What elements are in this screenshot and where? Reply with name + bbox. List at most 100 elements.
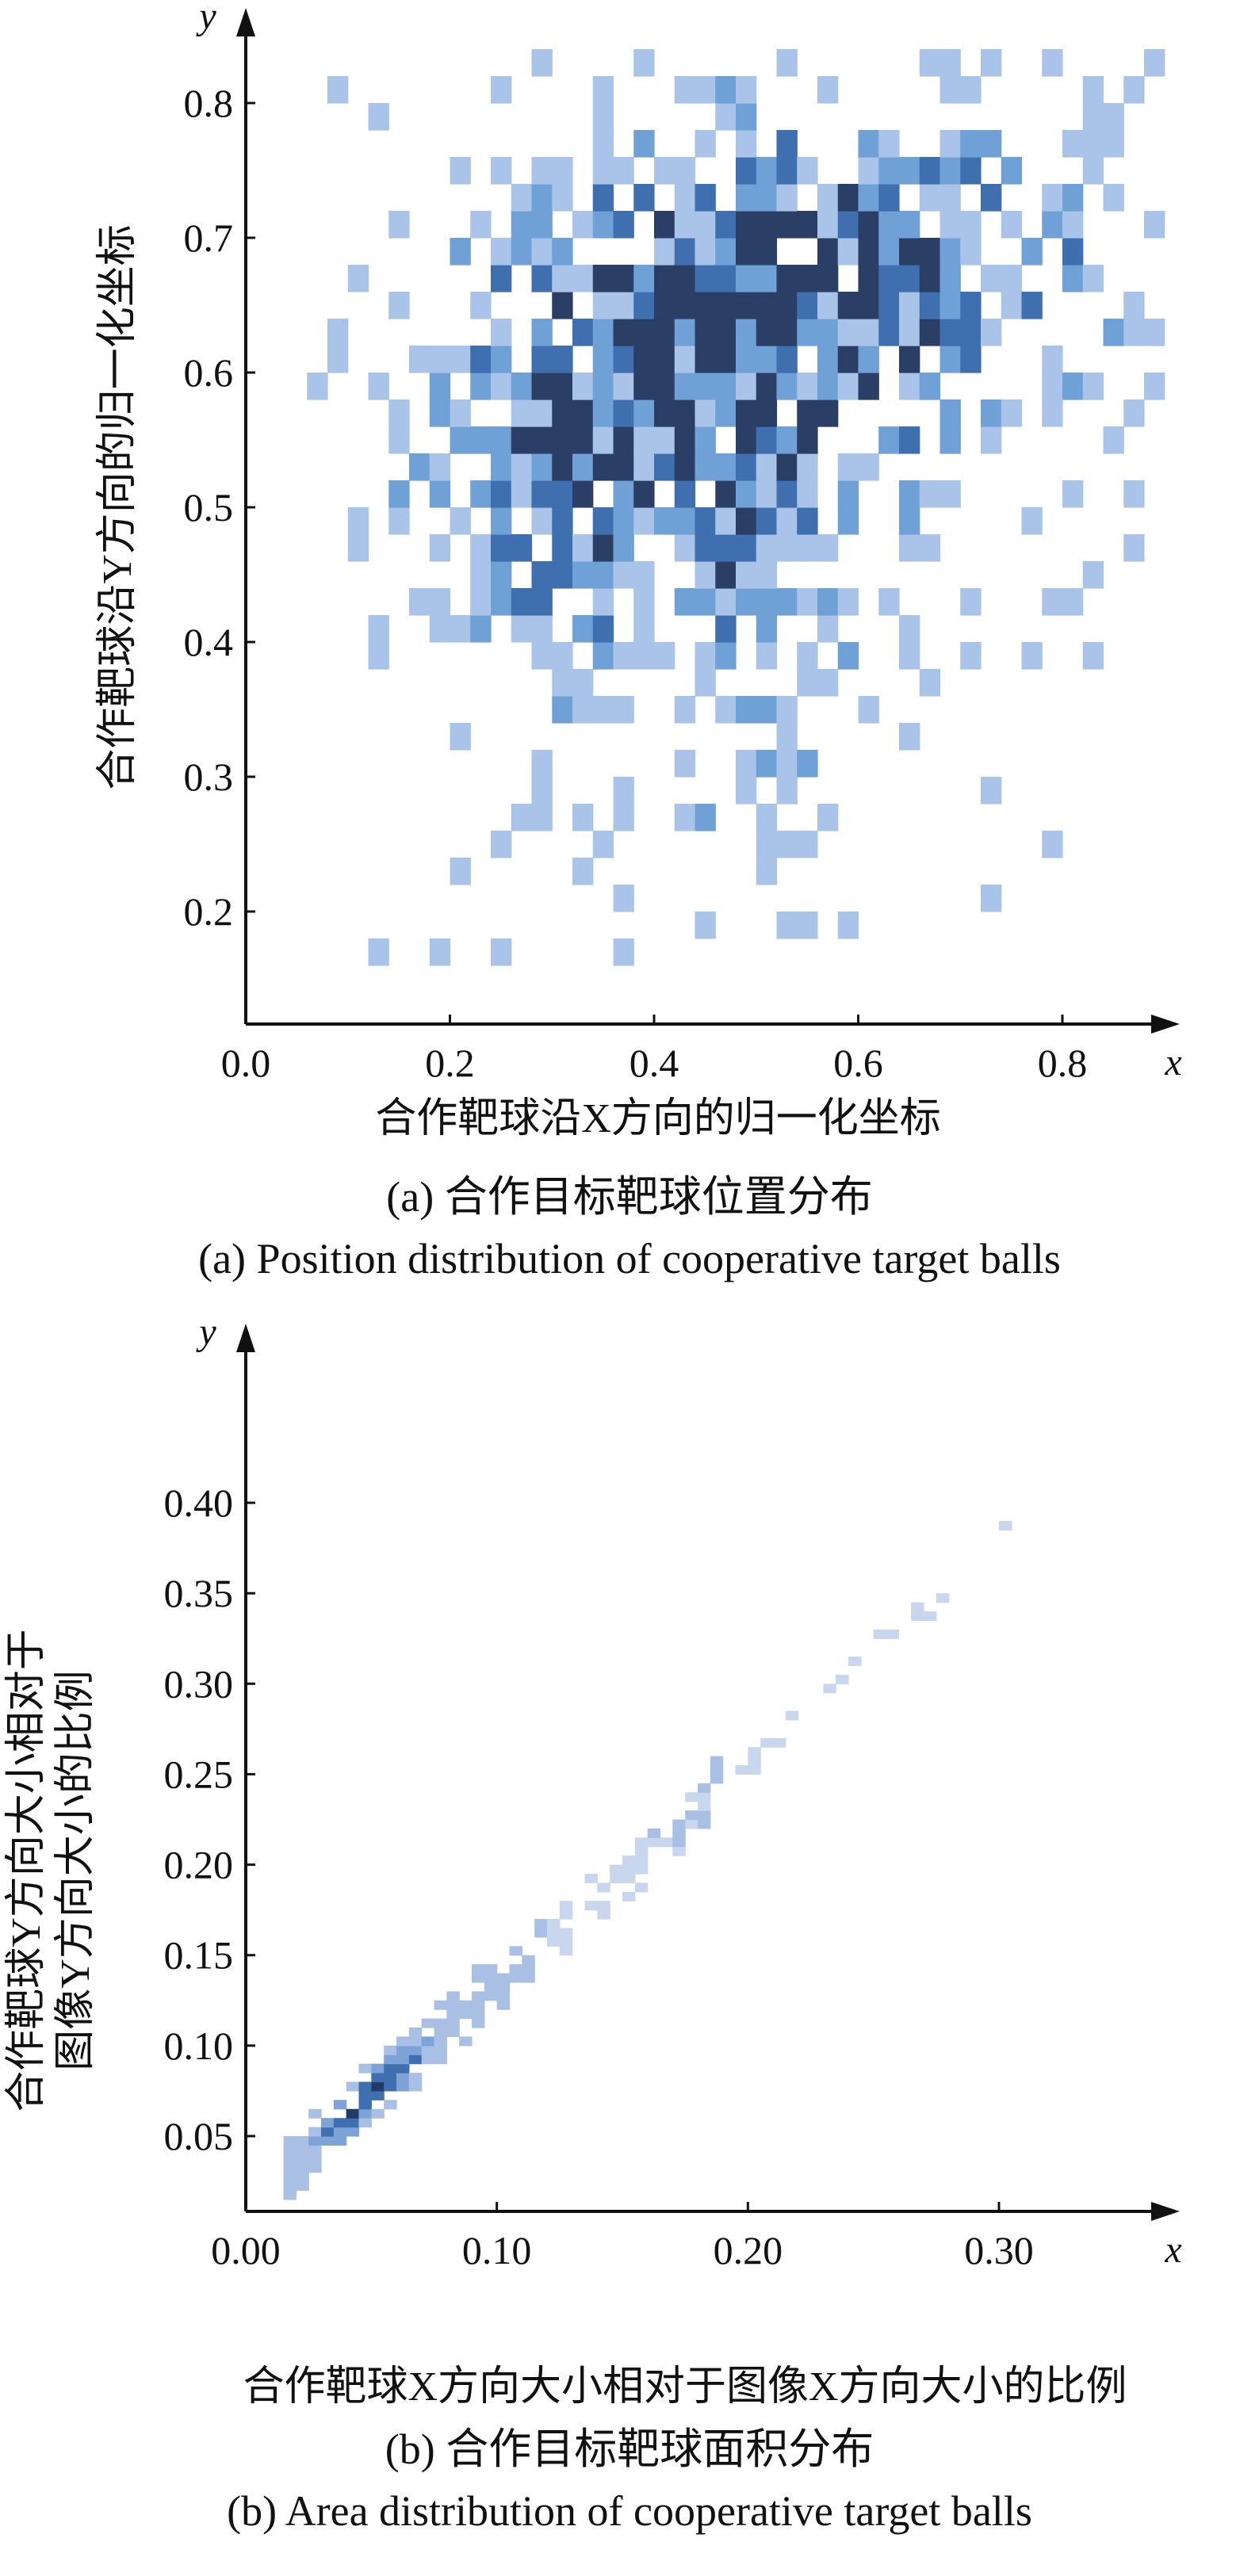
heatmap-cell (715, 561, 737, 589)
heatmap-cell (450, 615, 471, 643)
heatmap-cell (1123, 480, 1145, 508)
heatmap-cell (552, 346, 573, 373)
heatmap-cell (674, 238, 696, 266)
heatmap-cell (899, 211, 920, 239)
heatmap-cell (429, 480, 451, 508)
heatmap-cell (572, 669, 594, 697)
heatmap-cell (283, 2190, 297, 2200)
heatmap-cell (899, 157, 920, 185)
heatmap-cell (695, 912, 716, 939)
heatmap-cell (388, 399, 410, 427)
heatmap-cell (899, 534, 920, 562)
heatmap-cell (633, 49, 655, 77)
heatmap-cell (358, 2100, 372, 2110)
heatmap-cell (491, 346, 512, 373)
heatmap-cell (511, 238, 533, 266)
heatmap-cell (633, 292, 655, 319)
heatmap-cell (776, 130, 798, 158)
heatmap-cell (674, 373, 696, 400)
heatmap-cell (899, 723, 920, 751)
heatmap-cell (674, 157, 696, 185)
heatmap-cell (496, 1991, 511, 2001)
heatmap-cell (695, 373, 716, 400)
heatmap-cell (837, 453, 859, 481)
heatmap-cell (760, 1737, 774, 1748)
heatmap-cell (674, 319, 696, 346)
heatmap-cell (522, 1955, 535, 1965)
heatmap-cell (592, 507, 614, 535)
heatmap-cell (756, 399, 778, 427)
heatmap-a: 0.0 0.2 0.4 0.6 0.8 0.2 0.3 0.4 0.5 0.6 0.7 0.8 x y 合… (95, 0, 1182, 1141)
heatmap-cell (552, 238, 573, 266)
heatmap-cell (1062, 588, 1084, 616)
heatmap-cell (776, 750, 798, 778)
heatmap-cell (1082, 642, 1104, 670)
heatmap-cell (531, 265, 553, 292)
heatmap-cell (981, 777, 1002, 805)
heatmap-cell (459, 2000, 473, 2010)
heatmap-cell (592, 76, 614, 104)
heatmap-cell (429, 534, 451, 562)
heatmap-cell (715, 534, 737, 562)
heatmap-cell (511, 588, 533, 616)
heatmap-cell (592, 696, 614, 724)
heatmap-cell (572, 453, 594, 481)
heatmap-cell (592, 319, 614, 346)
heatmap-cell (633, 561, 655, 589)
heatmap-cell (715, 696, 737, 724)
heatmap-cell (384, 2063, 397, 2073)
heatmap-cell (817, 292, 839, 319)
heatmap-cell (491, 938, 512, 966)
heatmap-cell (817, 184, 839, 212)
heatmap-cell (960, 292, 982, 319)
heatmap-cell (511, 480, 533, 508)
heatmap-cell (633, 346, 655, 373)
heatmap-cell (470, 534, 492, 562)
heatmap-cell (572, 373, 594, 400)
heatmap-cell (756, 480, 778, 508)
heatmap-cell (654, 642, 675, 670)
heatmap-cell (321, 2136, 335, 2146)
heatmap-cell (1042, 184, 1063, 212)
heatmap-cell (613, 642, 634, 670)
heatmap-cell (710, 1765, 724, 1775)
heatmap-cell (408, 2054, 423, 2065)
heatmap-cell (672, 1837, 686, 1848)
heatmap-cell (736, 534, 757, 562)
caption-a-en: (a) Position distribution of cooperative… (198, 1235, 1061, 1282)
heatmap-cell (674, 480, 696, 508)
heatmap-cell (756, 238, 778, 266)
heatmap-cell (511, 534, 533, 562)
heatmap-cell (817, 588, 839, 616)
heatmap-cell (817, 76, 839, 104)
x-axis-name: x (1164, 2229, 1181, 2271)
heatmap-cell (858, 265, 879, 292)
heatmap-cell (756, 507, 778, 535)
heatmap-cell (1062, 238, 1084, 266)
heatmap-cell (919, 373, 941, 400)
heatmap-cell (470, 426, 492, 454)
heatmap-cell (715, 588, 737, 616)
heatmap-cell (491, 238, 512, 266)
heatmap-cell (756, 346, 778, 373)
heatmap-cell (633, 507, 655, 535)
heatmap-cell (633, 453, 655, 481)
heatmap-cell (371, 2090, 385, 2100)
heatmap-cell (756, 157, 778, 185)
heatmap-cell (939, 265, 961, 292)
heatmap-cell (371, 2063, 385, 2073)
heatmap-cell (1042, 346, 1063, 373)
heatmap-cell (572, 804, 594, 831)
heatmap-cell (1082, 265, 1104, 292)
heatmap-cell (736, 265, 757, 292)
heatmap-cell (396, 2081, 410, 2092)
heatmap-cell (797, 669, 818, 697)
heatmap-cell (472, 1991, 485, 2001)
heatmap-cell (509, 1973, 522, 1983)
y-tick-label: 0.30 (164, 1661, 234, 1706)
heatmap-cell (592, 103, 614, 131)
heatmap-cell (654, 346, 675, 373)
heatmap-cell (736, 157, 757, 185)
heatmap-cell (776, 292, 798, 319)
heatmap-cell (511, 373, 533, 400)
